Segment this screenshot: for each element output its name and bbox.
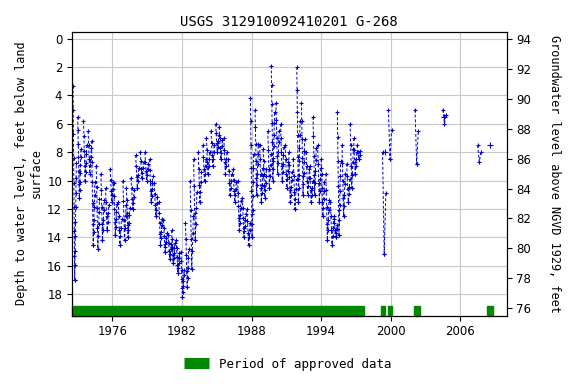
- Legend: Period of approved data: Period of approved data: [179, 353, 397, 376]
- Bar: [414, 306, 420, 316]
- Y-axis label: Groundwater level above NGVD 1929, feet: Groundwater level above NGVD 1929, feet: [548, 35, 561, 313]
- Y-axis label: Depth to water level, feet below land
surface: Depth to water level, feet below land su…: [15, 42, 43, 305]
- Bar: [381, 306, 385, 316]
- Bar: [388, 306, 392, 316]
- Bar: [72, 306, 364, 316]
- Bar: [487, 306, 492, 316]
- Title: USGS 312910092410201 G-268: USGS 312910092410201 G-268: [180, 15, 398, 29]
